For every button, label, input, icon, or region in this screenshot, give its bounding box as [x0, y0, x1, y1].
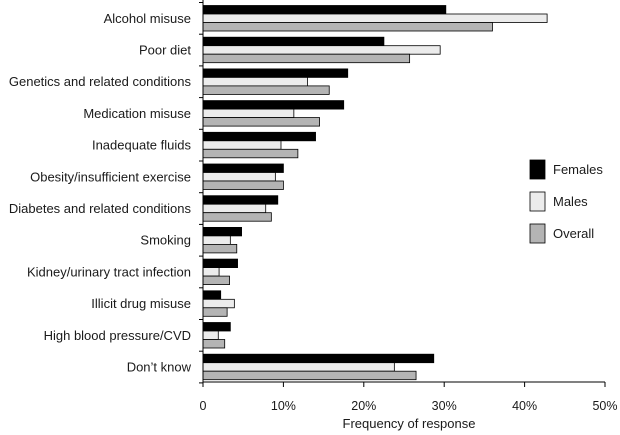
legend-label-overall: Overall — [553, 226, 594, 241]
bar-males — [202, 13, 548, 23]
bar-males — [202, 298, 235, 309]
bar-females — [202, 5, 447, 15]
bar-overall — [202, 212, 272, 222]
category-label: Medication misuse — [83, 106, 191, 121]
bar-females — [202, 68, 349, 78]
bar-overall — [202, 243, 238, 254]
bar-overall — [202, 148, 299, 159]
category-label: Obesity/insufficient exercise — [30, 169, 191, 184]
bar-males — [202, 140, 282, 150]
legend-swatch-females — [529, 159, 546, 180]
bar-females — [202, 322, 231, 332]
bar-males — [202, 330, 219, 340]
category-label: Diabetes and related conditions — [9, 201, 192, 216]
bar-males — [202, 362, 395, 372]
bar-females — [202, 353, 435, 364]
legend-label-females: Females — [553, 162, 603, 177]
axes: 0 10% 20% 30% 40% 50% — [199, 0, 618, 413]
x-tick-label: 30% — [432, 399, 457, 413]
bars-group — [202, 5, 548, 381]
x-tick-label: 10% — [271, 399, 296, 413]
legend-swatch-males — [529, 191, 546, 212]
x-tick-label: 40% — [512, 399, 537, 413]
category-label: Don’t know — [127, 359, 192, 374]
category-label: Poor diet — [139, 42, 191, 57]
bar-males — [202, 267, 220, 277]
bar-females — [202, 195, 279, 205]
bar-overall — [202, 370, 417, 381]
bar-overall — [202, 22, 493, 32]
bar-overall — [202, 339, 226, 349]
x-tick-label: 20% — [351, 399, 376, 413]
bar-males — [202, 77, 308, 87]
bar-females — [202, 131, 316, 142]
legend-swatch-overall — [529, 223, 546, 244]
legend: Females Males Overall — [529, 159, 603, 244]
bar-males — [202, 108, 295, 118]
bar-males — [202, 45, 441, 55]
bar-overall — [202, 307, 228, 317]
category-label: High blood pressure/CVD — [44, 328, 191, 343]
bar-overall — [202, 117, 320, 127]
category-label: Kidney/urinary tract infection — [27, 264, 191, 279]
bar-males — [202, 203, 267, 214]
bar-overall — [202, 85, 330, 95]
x-axis-title: Frequency of response — [343, 416, 476, 431]
category-label: Alcohol misuse — [104, 11, 191, 26]
bar-females — [202, 290, 222, 300]
bar-overall — [202, 53, 411, 64]
bar-males — [202, 172, 276, 182]
x-tick-label: 50% — [592, 399, 617, 413]
bar-males — [202, 235, 231, 245]
category-label: Inadequate fluids — [92, 138, 192, 153]
bar-females — [202, 163, 284, 173]
x-tick-label: 0 — [200, 399, 207, 413]
bar-females — [202, 36, 385, 47]
category-labels: Alcohol misuse Poor diet Genetics and rela… — [9, 11, 192, 375]
category-label: Smoking — [140, 233, 191, 248]
bar-overall — [202, 180, 284, 190]
category-label: Illicit drug misuse — [91, 296, 191, 311]
bar-females — [202, 226, 242, 237]
bar-females — [202, 258, 238, 269]
legend-label-males: Males — [553, 194, 588, 209]
bar-females — [202, 100, 345, 110]
bar-overall — [202, 275, 230, 286]
category-label: Genetics and related conditions — [9, 74, 192, 89]
